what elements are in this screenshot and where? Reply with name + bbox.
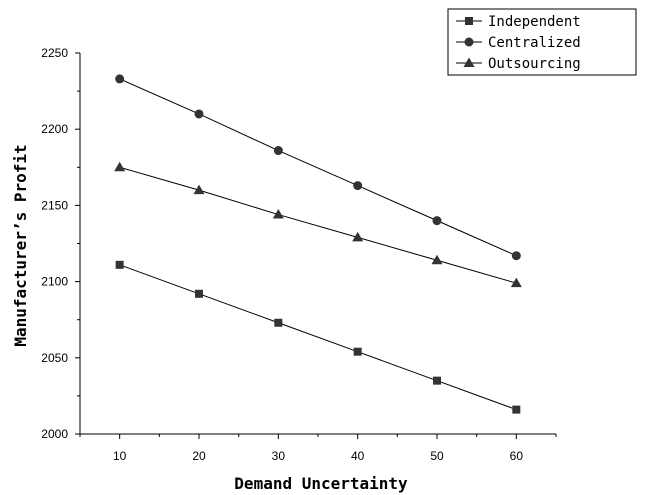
x-tick-label: 10 [113,449,127,463]
data-point-independent [274,318,283,327]
series-layer [114,74,522,414]
x-ticks: 10 20 30 40 50 60 [79,434,557,463]
data-point-outsourcing [510,277,522,288]
y-ticks: 2000 2050 2100 2150 2200 2250 [41,46,80,441]
series-line-outsourcing [119,166,517,284]
data-point-outsourcing [193,184,205,195]
plot-area: 10 20 30 40 50 60 2000 2050 2100 2150 2200 2250 [41,46,557,463]
legend-item-outsourcing: Outsourcing [456,56,581,72]
legend-marker-triangle [463,57,475,67]
data-point-outsourcing [272,209,284,219]
legend: Independent Centralized Outsourcing [447,8,637,76]
legend-label: Centralized [488,35,581,51]
y-tick-label: 2000 [41,427,68,441]
x-tick-label: 40 [351,449,365,463]
x-tick-label: 30 [272,449,286,463]
data-point-outsourcing [352,231,364,242]
data-point-centralized [511,251,521,261]
x-tick-label: 50 [430,449,444,463]
series-centralized [115,74,521,261]
legend-marker-circle [464,37,474,47]
y-axis-title: Manufacturer’s Profit [11,144,30,346]
legend-marker-square [465,17,473,25]
series-line-independent [119,264,517,411]
y-tick-label: 2050 [41,351,68,365]
data-point-centralized [432,216,442,226]
data-point-centralized [194,109,204,119]
data-point-independent [433,376,441,385]
data-point-centralized [273,146,283,156]
data-point-outsourcing [114,161,126,172]
y-tick-label: 2150 [41,198,68,212]
y-tick-label: 2250 [41,46,68,60]
data-point-centralized [115,74,125,84]
x-axis-title: Demand Uncertainty [234,474,408,493]
series-line-centralized [119,78,517,257]
data-point-independent [195,289,203,298]
x-tick-label: 60 [510,449,524,463]
data-point-independent [353,347,362,356]
series-independent [115,260,521,414]
data-point-independent [115,260,124,269]
legend-item-independent: Independent [456,14,581,30]
y-tick-label: 2100 [41,275,68,289]
data-point-centralized [353,181,363,191]
series-outsourcing [114,161,522,288]
legend-label: Independent [488,14,581,30]
legend-item-centralized: Centralized [456,35,581,51]
x-tick-label: 20 [192,449,206,463]
data-point-outsourcing [431,254,443,265]
y-tick-label: 2200 [41,122,68,136]
data-point-independent [512,405,521,414]
legend-label: Outsourcing [488,56,581,72]
